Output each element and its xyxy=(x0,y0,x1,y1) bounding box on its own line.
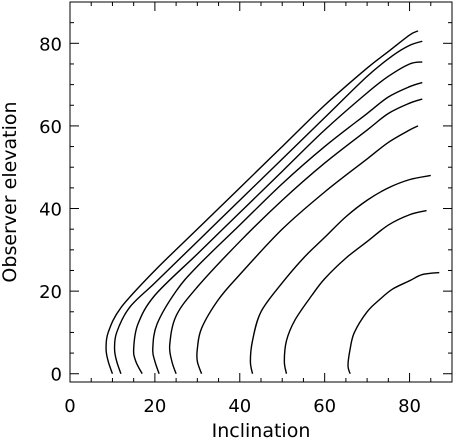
series-line-7 xyxy=(249,174,431,374)
x-tick-label: 80 xyxy=(398,396,421,417)
y-tick-label: 80 xyxy=(39,34,62,55)
y-axis-label: Observer elevation xyxy=(0,101,21,282)
curves xyxy=(105,30,440,375)
y-tick-label: 60 xyxy=(39,117,62,138)
x-axis-label: Inclination xyxy=(212,420,311,442)
series-line-6 xyxy=(196,125,419,374)
tick-labels: 0 20 40 60 80 0 20 40 60 80 xyxy=(39,34,421,417)
series-line-4 xyxy=(152,81,423,374)
series-line-3 xyxy=(132,61,423,375)
series-line-9 xyxy=(347,271,440,374)
series-line-2 xyxy=(113,40,423,374)
axis-ticks xyxy=(69,1,453,382)
x-tick-label: 60 xyxy=(313,396,336,417)
series-line-8 xyxy=(283,209,427,374)
series-line-1 xyxy=(105,30,419,374)
x-tick-label: 20 xyxy=(143,396,166,417)
series-line-5 xyxy=(168,98,423,374)
y-tick-label: 0 xyxy=(51,365,62,386)
y-tick-label: 40 xyxy=(39,200,62,221)
y-tick-label: 20 xyxy=(39,282,62,303)
x-tick-label: 0 xyxy=(64,396,75,417)
x-tick-label: 40 xyxy=(228,396,251,417)
